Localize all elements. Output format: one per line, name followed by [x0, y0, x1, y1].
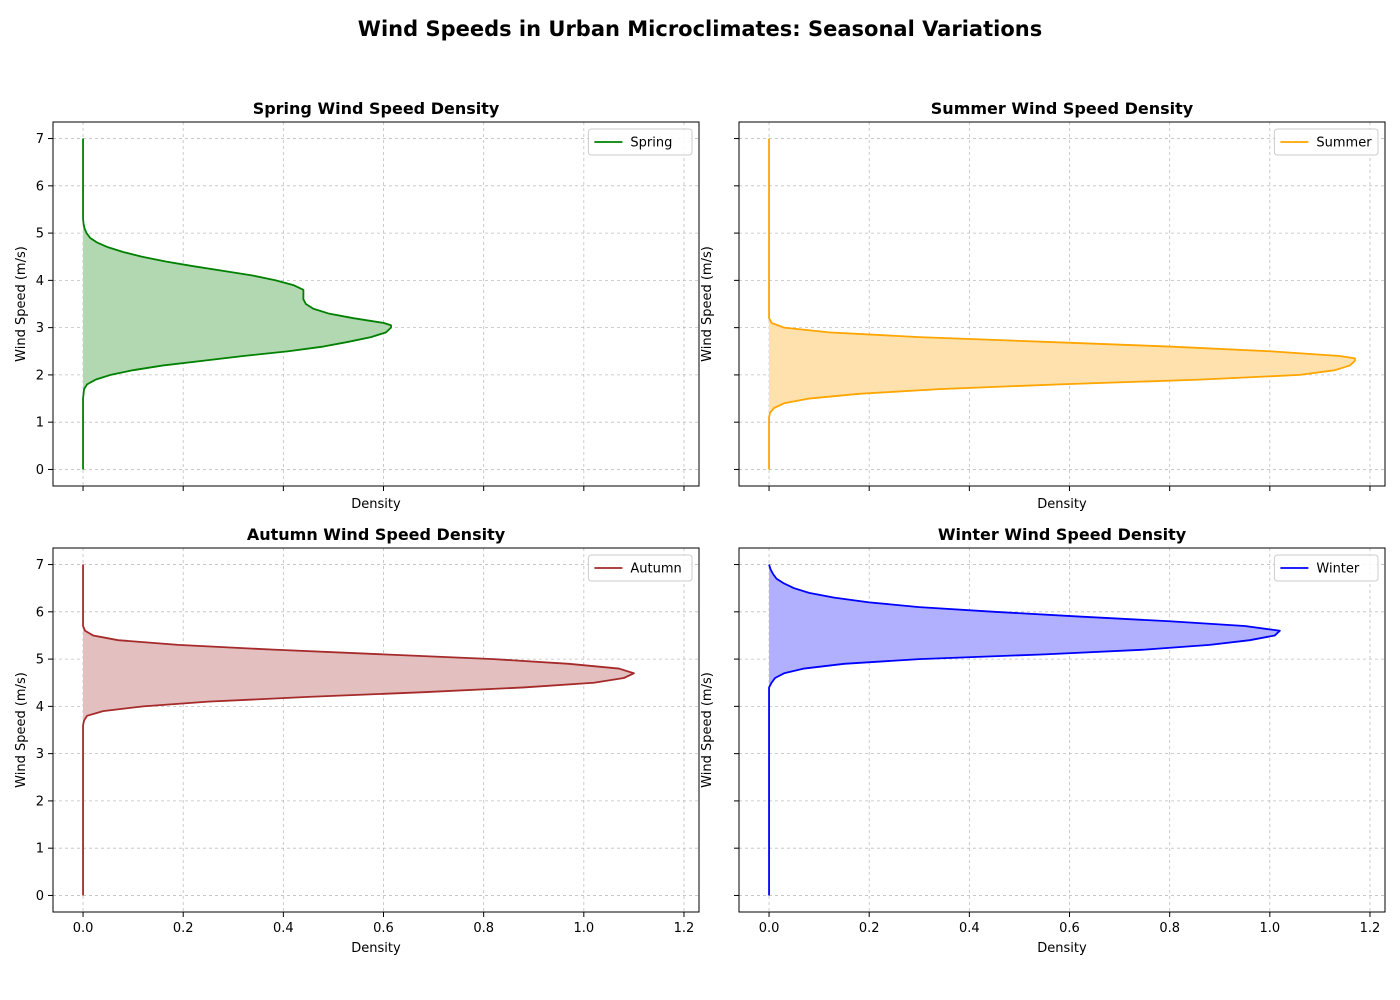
y-tick-label: 5 — [36, 227, 44, 242]
series-line-spring — [82, 138, 392, 470]
axes-frame — [738, 547, 1386, 913]
x-tick-label: 0.0 — [73, 921, 94, 936]
y-tick-label: 4 — [36, 700, 44, 715]
panel-title-winter: Winter Wind Speed Density — [938, 525, 1187, 544]
x-tick-label: 0.2 — [173, 921, 194, 936]
y-tick-label: 0 — [36, 463, 44, 478]
y-tick-label: 0 — [36, 889, 44, 904]
y-tick-label: 2 — [36, 794, 44, 809]
y-tick-label: 6 — [36, 179, 44, 194]
series-area-winter — [769, 564, 1280, 896]
x-axis-label: Density — [351, 941, 401, 956]
x-axis-label: Density — [1037, 941, 1087, 956]
x-tick-label: 1.0 — [1259, 921, 1280, 936]
x-tick-label: 0.8 — [473, 921, 494, 936]
series-line-summer — [768, 138, 1356, 470]
panel-autumn: 0.0 0.2 0.4 0.6 0.8 1.0 1.2 0 1 2 3 4 5 6 7 Autumn Wind… — [14, 525, 700, 956]
x-tick-label: 0.6 — [373, 921, 394, 936]
x-tick-label: 1.2 — [1360, 921, 1381, 936]
y-axis-label: Wind Speed (m/s) — [14, 246, 29, 362]
axes-frame — [52, 121, 700, 487]
y-tick-label: 3 — [36, 321, 44, 336]
x-axis-label: Density — [1037, 497, 1087, 512]
y-axis-label: Wind Speed (m/s) — [700, 672, 715, 788]
panel-summer: Summer Wind Speed Density Density Wind Spe… — [700, 99, 1386, 512]
x-axis-label: Density — [351, 497, 401, 512]
legend-label: Summer — [1316, 136, 1372, 151]
y-tick-label: 6 — [36, 605, 44, 620]
y-axis-label: Wind Speed (m/s) — [700, 246, 715, 362]
legend-box — [587, 554, 693, 582]
x-tick-label: 1.0 — [573, 921, 594, 936]
subplot-grid: 0 1 2 3 4 5 6 7 Spring Wind Speed Density Density… — [14, 99, 1386, 956]
y-tick-label: 2 — [36, 368, 44, 383]
y-axis-label: Wind Speed (m/s) — [14, 672, 29, 788]
axes-frame — [52, 547, 700, 913]
y-tick-label: 1 — [36, 416, 44, 431]
legend-summer: Summer — [1273, 128, 1379, 156]
series-area-spring — [83, 138, 392, 470]
legend-label: Winter — [1316, 562, 1360, 577]
legend-spring: Spring — [587, 128, 693, 156]
series-line-winter — [768, 564, 1281, 896]
legend-box — [1273, 554, 1379, 582]
legend-box — [1273, 128, 1379, 156]
legend-box — [587, 128, 693, 156]
figure-suptitle: Wind Speeds in Urban Microclimates: Seas… — [358, 17, 1042, 41]
axes-frame — [738, 121, 1386, 487]
x-tick-label: 0.4 — [273, 921, 294, 936]
x-tick-label: 0.8 — [1159, 921, 1180, 936]
y-tick-label: 7 — [36, 132, 44, 147]
y-tick-label: 3 — [36, 747, 44, 762]
series-area-summer — [769, 138, 1355, 470]
panel-title-autumn: Autumn Wind Speed Density — [247, 525, 506, 544]
panel-spring: 0 1 2 3 4 5 6 7 Spring Wind Speed Density Density… — [14, 99, 700, 512]
y-tick-label: 4 — [36, 274, 44, 289]
legend-autumn: Autumn — [587, 554, 693, 582]
x-tick-label: 0.0 — [759, 921, 780, 936]
series-line-autumn — [82, 564, 635, 896]
y-tick-label: 5 — [36, 653, 44, 668]
y-tick-label: 7 — [36, 558, 44, 573]
panel-winter: 0.0 0.2 0.4 0.6 0.8 1.0 1.2 Winter Wind Speed D… — [700, 525, 1386, 956]
y-tick-label: 1 — [36, 842, 44, 857]
x-tick-label: 0.4 — [959, 921, 980, 936]
x-tick-label: 0.2 — [859, 921, 880, 936]
panel-title-summer: Summer Wind Speed Density — [931, 99, 1194, 118]
legend-label: Spring — [630, 136, 672, 151]
legend-label: Autumn — [630, 562, 681, 577]
legend-winter: Winter — [1273, 554, 1379, 582]
x-tick-label: 1.2 — [674, 921, 695, 936]
panel-title-spring: Spring Wind Speed Density — [253, 99, 500, 118]
x-tick-label: 0.6 — [1059, 921, 1080, 936]
